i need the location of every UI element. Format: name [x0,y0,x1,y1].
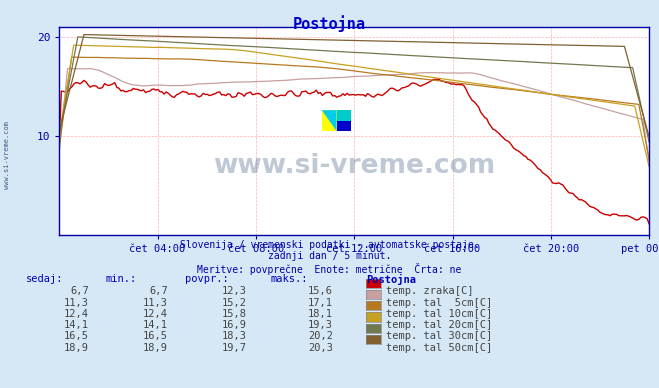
Text: 16,5: 16,5 [64,331,89,341]
Text: Slovenija / vremenski podatki - avtomatske postaje.: Slovenija / vremenski podatki - avtomats… [180,240,479,250]
Text: 18,3: 18,3 [222,331,247,341]
Text: 14,1: 14,1 [64,320,89,330]
Text: www.si-vreme.com: www.si-vreme.com [3,121,10,189]
Text: 20,3: 20,3 [308,343,333,353]
Text: temp. tal 10cm[C]: temp. tal 10cm[C] [386,309,492,319]
Text: 19,7: 19,7 [222,343,247,353]
Polygon shape [322,110,337,131]
Text: 15,6: 15,6 [308,286,333,296]
Text: Meritve: povprečne  Enote: metrične  Črta: ne: Meritve: povprečne Enote: metrične Črta:… [197,263,462,275]
Text: sedaj:: sedaj: [26,274,64,284]
Text: maks.:: maks.: [270,274,308,284]
Bar [322,110,337,131]
Text: 11,3: 11,3 [143,298,168,308]
Text: temp. zraka[C]: temp. zraka[C] [386,286,474,296]
Text: 17,1: 17,1 [308,298,333,308]
Text: 19,3: 19,3 [308,320,333,330]
Text: 14,1: 14,1 [143,320,168,330]
Text: 15,2: 15,2 [222,298,247,308]
Text: 20,2: 20,2 [308,331,333,341]
Text: min.:: min.: [105,274,136,284]
Text: 16,9: 16,9 [222,320,247,330]
Bar [337,110,351,121]
Text: 18,9: 18,9 [143,343,168,353]
Text: Postojna: Postojna [293,16,366,32]
Text: temp. tal 20cm[C]: temp. tal 20cm[C] [386,320,492,330]
Bar [337,121,351,131]
Text: 12,3: 12,3 [222,286,247,296]
Text: 12,4: 12,4 [64,309,89,319]
Text: 15,8: 15,8 [222,309,247,319]
Text: 18,1: 18,1 [308,309,333,319]
Text: temp. tal  5cm[C]: temp. tal 5cm[C] [386,298,492,308]
Text: 12,4: 12,4 [143,309,168,319]
Text: povpr.:: povpr.: [185,274,228,284]
Text: 6,7: 6,7 [150,286,168,296]
Text: 6,7: 6,7 [71,286,89,296]
Text: 11,3: 11,3 [64,298,89,308]
Text: 16,5: 16,5 [143,331,168,341]
Text: temp. tal 30cm[C]: temp. tal 30cm[C] [386,331,492,341]
Text: Postojna: Postojna [366,274,416,285]
Text: zadnji dan / 5 minut.: zadnji dan / 5 minut. [268,251,391,262]
Text: temp. tal 50cm[C]: temp. tal 50cm[C] [386,343,492,353]
Text: www.si-vreme.com: www.si-vreme.com [213,153,496,179]
Text: 18,9: 18,9 [64,343,89,353]
